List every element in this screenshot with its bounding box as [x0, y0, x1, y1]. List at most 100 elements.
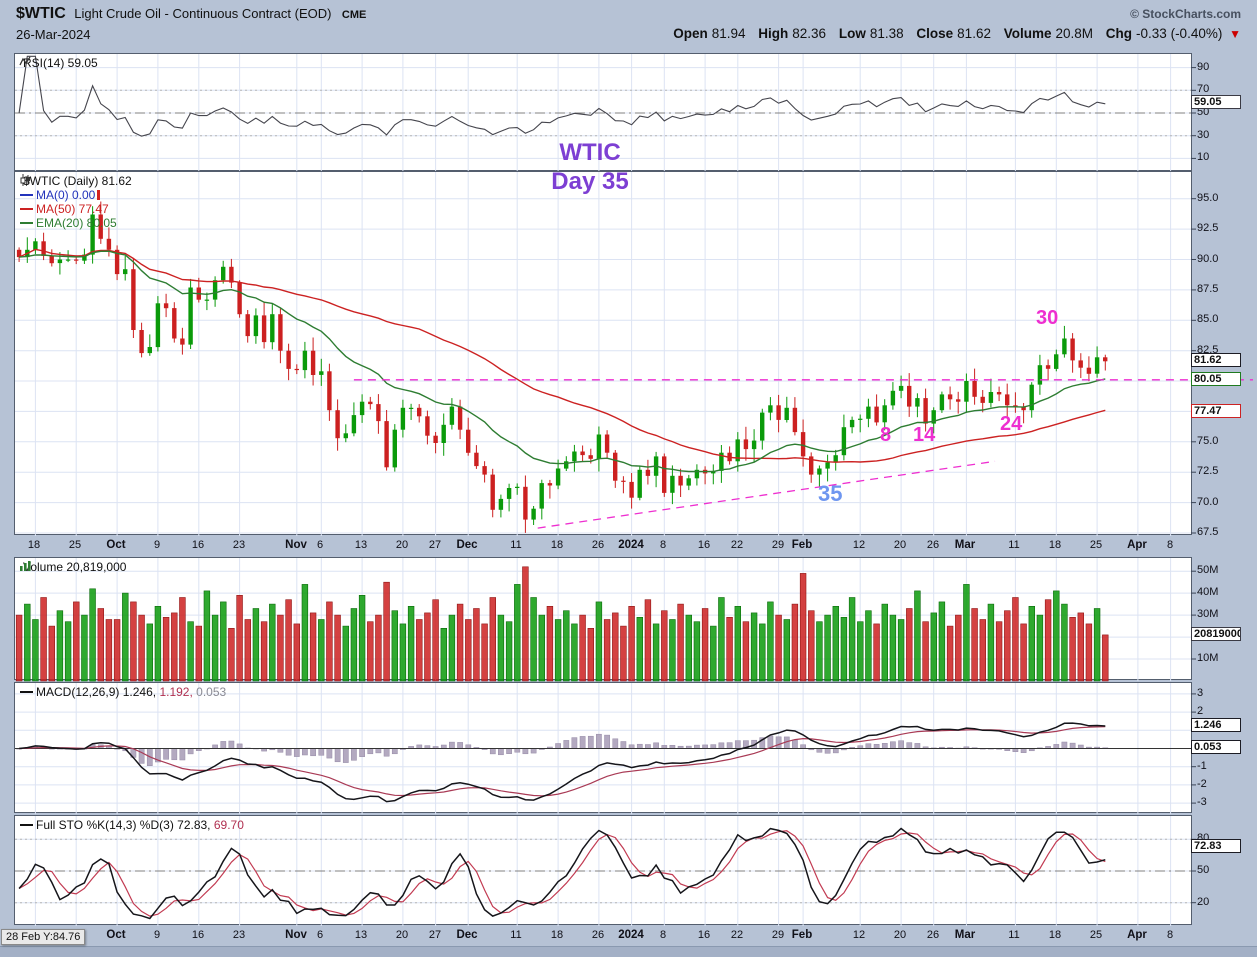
y-axis-label: 70	[1197, 83, 1210, 95]
annotation-wtic: WTIC	[559, 139, 621, 166]
high-value: 82.36	[792, 26, 827, 41]
x-axis-label: 18	[1048, 929, 1062, 941]
volume-legend-label: Volume 20,819,000	[23, 560, 127, 574]
y-axis-label: 3	[1197, 687, 1204, 699]
x-axis-label: 23	[232, 929, 246, 941]
rsi-legend: RSI(14) 59.05	[19, 56, 98, 70]
y-axis-label: 67.5	[1197, 526, 1219, 538]
macd-plot	[15, 683, 1196, 814]
x-axis-label: 26	[926, 929, 940, 941]
y-axis-label: 75.0	[1197, 435, 1219, 447]
x-axis-label: Oct	[106, 929, 126, 941]
x-axis-label: 20	[893, 539, 907, 551]
x-axis-label: 20	[893, 929, 907, 941]
axis-value-box: 81.62	[1191, 353, 1241, 367]
x-axis-label: 20	[395, 929, 409, 941]
x-axis-label: 11	[1008, 929, 1020, 941]
annotation-24: 24	[1000, 413, 1023, 435]
volume-legend: Volume 20,819,000	[20, 560, 126, 574]
x-axis-label: 29	[771, 929, 785, 941]
x-axis-label: 13	[354, 929, 368, 941]
x-axis-label: 25	[1089, 539, 1103, 551]
volume-value: 20.8M	[1055, 26, 1094, 41]
x-axis-label: 18	[550, 929, 564, 941]
x-axis-label: 27	[428, 929, 442, 941]
x-axis-label: Mar	[954, 929, 976, 941]
x-axis-label: Feb	[791, 539, 813, 551]
y-axis-label: 30M	[1197, 608, 1219, 620]
y-axis-label: -3	[1197, 796, 1207, 808]
y-axis-label: 72.5	[1197, 465, 1219, 477]
y-axis-label: 95.0	[1197, 192, 1219, 204]
x-axis-label: 12	[852, 539, 866, 551]
x-axis-label: 8	[1166, 539, 1174, 551]
x-axis-label: 9	[153, 929, 161, 941]
axis-value-box: 1.246	[1191, 718, 1241, 732]
chg-value: -0.33 (-0.40%)	[1136, 26, 1223, 41]
x-axis-label: 22	[730, 929, 744, 941]
volume-label: Volume	[1003, 26, 1052, 41]
x-axis-label: 16	[191, 929, 205, 941]
macd-signal-value: 1.192,	[159, 685, 193, 699]
high-label: High	[758, 26, 789, 41]
close-label: Close	[916, 26, 954, 41]
y-axis-label: 2	[1197, 705, 1204, 717]
y-axis-label: 70.0	[1197, 496, 1219, 508]
rsi-legend-label: RSI(14) 59.05	[23, 56, 98, 70]
macd-line-icon	[20, 691, 33, 693]
x-axis-label: 25	[1089, 929, 1103, 941]
annotation-35: 35	[818, 481, 843, 506]
stochastic-panel: Full STO %K(14,3) %D(3) 72.83, 69.70	[14, 815, 1196, 926]
ma50-legend: MA(50) 77.47	[36, 202, 109, 216]
x-axis-label: 8	[1166, 929, 1174, 941]
chg-dropdown-icon[interactable]: ▼	[1229, 27, 1241, 41]
x-axis-label: 18	[1048, 539, 1062, 551]
rsi-panel: RSI(14) 59.05	[14, 53, 1196, 172]
volume-plot	[15, 558, 1196, 682]
axis-value-box: 20819000	[1191, 627, 1241, 641]
volume-panel: Volume 20,819,000	[14, 557, 1196, 682]
x-axis-label: Nov	[285, 929, 307, 941]
y-axis-label: 50	[1197, 864, 1210, 876]
x-axis-label: Apr	[1127, 539, 1147, 551]
x-axis-label: 25	[68, 539, 82, 551]
macd-legend-label: MACD(12,26,9)	[36, 685, 120, 699]
y-axis-label: 92.5	[1197, 222, 1219, 234]
y-axis-label: 40M	[1197, 586, 1219, 598]
macd-panel: MACD(12,26,9) 1.246, 1.192, 0.053	[14, 682, 1196, 814]
y-axis-label: 50	[1197, 106, 1210, 118]
ma0-line-icon	[20, 194, 33, 196]
annotation-30: 30	[1036, 307, 1059, 329]
annotation-day-35: Day 35	[551, 168, 629, 195]
macd-legend: MACD(12,26,9) 1.246, 1.192, 0.053	[20, 685, 226, 699]
x-axis-label: 11	[510, 929, 522, 941]
chg-label: Chg	[1105, 26, 1133, 41]
ema20-legend: EMA(20) 80.05	[36, 216, 117, 230]
copyright: © StockCharts.com	[1130, 7, 1241, 21]
sto-legend-label: Full STO %K(14,3) %D(3)	[36, 818, 174, 832]
annotation-14: 14	[913, 424, 936, 446]
low-value: 81.38	[869, 26, 904, 41]
y-axis-label: -2	[1197, 778, 1207, 790]
x-axis-bottom: 18 25 Oct 9 16 23 Nov 6 13 20 27 Dec 11 18 26 2024 8 16 22…	[0, 927, 1257, 947]
x-axis-label: 2024	[618, 539, 644, 551]
macd-value: 1.246,	[122, 685, 157, 699]
y-axis-label: 10M	[1197, 652, 1219, 664]
price-legend: $WTIC (Daily) 81.62 MA(0) 0.00 MA(50) 77…	[20, 174, 132, 230]
rsi-plot	[15, 54, 1196, 172]
x-axis-label: 8	[659, 539, 667, 551]
y-axis: 907050301095.092.590.087.585.082.580.077…	[1190, 0, 1257, 957]
symbol-label: $WTIC	[16, 5, 66, 22]
x-axis-label: Feb	[791, 929, 813, 941]
x-axis-label: 26	[591, 539, 605, 551]
x-axis-label: 18	[550, 539, 564, 551]
symbol-description: Light Crude Oil - Continuous Contract (E…	[74, 6, 332, 21]
x-axis-label: Apr	[1127, 929, 1147, 941]
x-axis-label: Oct	[106, 539, 126, 551]
y-axis-label: 10	[1197, 151, 1210, 163]
sto-d-value: 69.70	[213, 818, 244, 832]
axis-value-box: 77.47	[1191, 404, 1241, 418]
y-axis-label: 85.0	[1197, 313, 1219, 325]
x-axis-label: 12	[852, 929, 866, 941]
